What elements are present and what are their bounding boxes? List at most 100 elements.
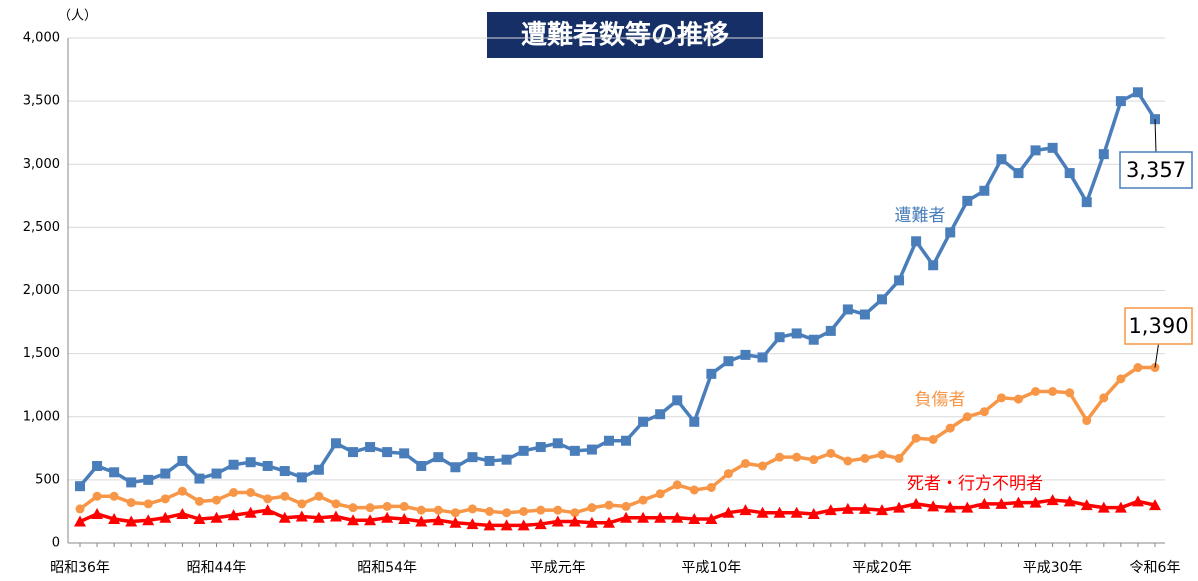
marker: [877, 450, 887, 460]
marker: [365, 442, 376, 453]
marker: [143, 499, 153, 509]
marker: [261, 504, 274, 516]
marker: [774, 332, 785, 343]
y-tick-label: 4,000: [23, 31, 60, 46]
marker: [1063, 495, 1076, 507]
marker: [638, 495, 648, 505]
marker: [228, 459, 239, 470]
marker: [945, 227, 956, 238]
marker: [1082, 416, 1092, 426]
marker: [534, 518, 547, 530]
marker: [671, 511, 684, 523]
marker: [1030, 145, 1041, 156]
marker: [587, 503, 597, 513]
x-tick-label: 昭和36年: [50, 560, 110, 576]
marker: [791, 328, 802, 339]
x-tick-label: 令和6年: [1130, 560, 1181, 576]
marker: [552, 438, 563, 449]
marker: [502, 508, 512, 518]
marker: [467, 452, 478, 463]
marker: [177, 486, 187, 496]
marker: [910, 497, 923, 509]
marker: [347, 514, 360, 526]
callout-box: [1124, 307, 1193, 345]
marker: [775, 452, 785, 462]
marker: [1013, 168, 1024, 179]
marker: [688, 513, 701, 525]
marker: [672, 480, 682, 490]
marker: [602, 516, 615, 528]
marker: [194, 496, 204, 506]
marker: [740, 349, 751, 360]
marker: [125, 515, 138, 527]
marker: [961, 501, 974, 513]
marker: [944, 501, 957, 513]
marker: [485, 506, 495, 516]
marker: [280, 491, 290, 501]
chart-title: 遭難者数等の推移: [521, 20, 729, 51]
marker: [1133, 363, 1143, 373]
marker: [568, 515, 581, 527]
marker: [860, 453, 870, 463]
marker: [416, 460, 427, 471]
marker: [995, 497, 1008, 509]
x-tick-label: 平成20年: [852, 560, 912, 576]
marker: [518, 445, 529, 456]
marker: [109, 491, 119, 501]
marker: [194, 473, 205, 484]
marker: [1048, 387, 1058, 396]
marker: [911, 433, 921, 443]
marker: [894, 453, 904, 463]
marker: [92, 491, 102, 501]
marker: [1029, 496, 1042, 508]
x-tick-label: 昭和54年: [357, 560, 417, 576]
marker: [586, 444, 597, 455]
marker: [382, 501, 392, 511]
marker: [979, 407, 989, 417]
marker: [142, 514, 155, 526]
marker: [398, 513, 411, 525]
marker: [143, 474, 154, 485]
marker: [295, 510, 308, 522]
marker: [553, 505, 563, 515]
marker: [723, 469, 733, 479]
marker: [978, 497, 991, 509]
marker: [654, 511, 667, 523]
marker: [962, 195, 973, 206]
marker: [329, 510, 342, 522]
marker: [176, 507, 189, 519]
marker: [210, 511, 223, 523]
marker: [1132, 87, 1143, 98]
marker: [177, 455, 188, 466]
marker: [637, 511, 650, 523]
marker: [519, 506, 529, 516]
marker: [535, 442, 546, 453]
marker: [364, 514, 377, 526]
marker: [858, 502, 871, 514]
marker: [689, 485, 699, 495]
y-tick-label: 3,000: [23, 157, 60, 172]
marker: [1098, 149, 1109, 160]
marker: [348, 447, 359, 458]
marker: [604, 500, 614, 510]
data-label: 1,390: [1128, 314, 1188, 338]
series-line: [78, 365, 1155, 515]
marker: [911, 236, 922, 247]
marker: [585, 516, 598, 528]
series-label: 負傷者: [915, 390, 966, 410]
marker: [227, 509, 240, 521]
marker: [262, 460, 273, 471]
marker: [655, 489, 665, 499]
marker: [1012, 496, 1025, 508]
marker: [399, 501, 409, 511]
y-tick-label: 1,500: [23, 346, 60, 361]
marker: [415, 515, 428, 527]
marker: [246, 488, 256, 497]
callout-box: [1119, 151, 1193, 189]
marker: [92, 460, 103, 471]
marker: [740, 458, 750, 468]
y-tick-label: 1,000: [23, 409, 60, 424]
marker: [501, 454, 512, 465]
marker: [1080, 499, 1093, 511]
marker: [843, 456, 853, 466]
